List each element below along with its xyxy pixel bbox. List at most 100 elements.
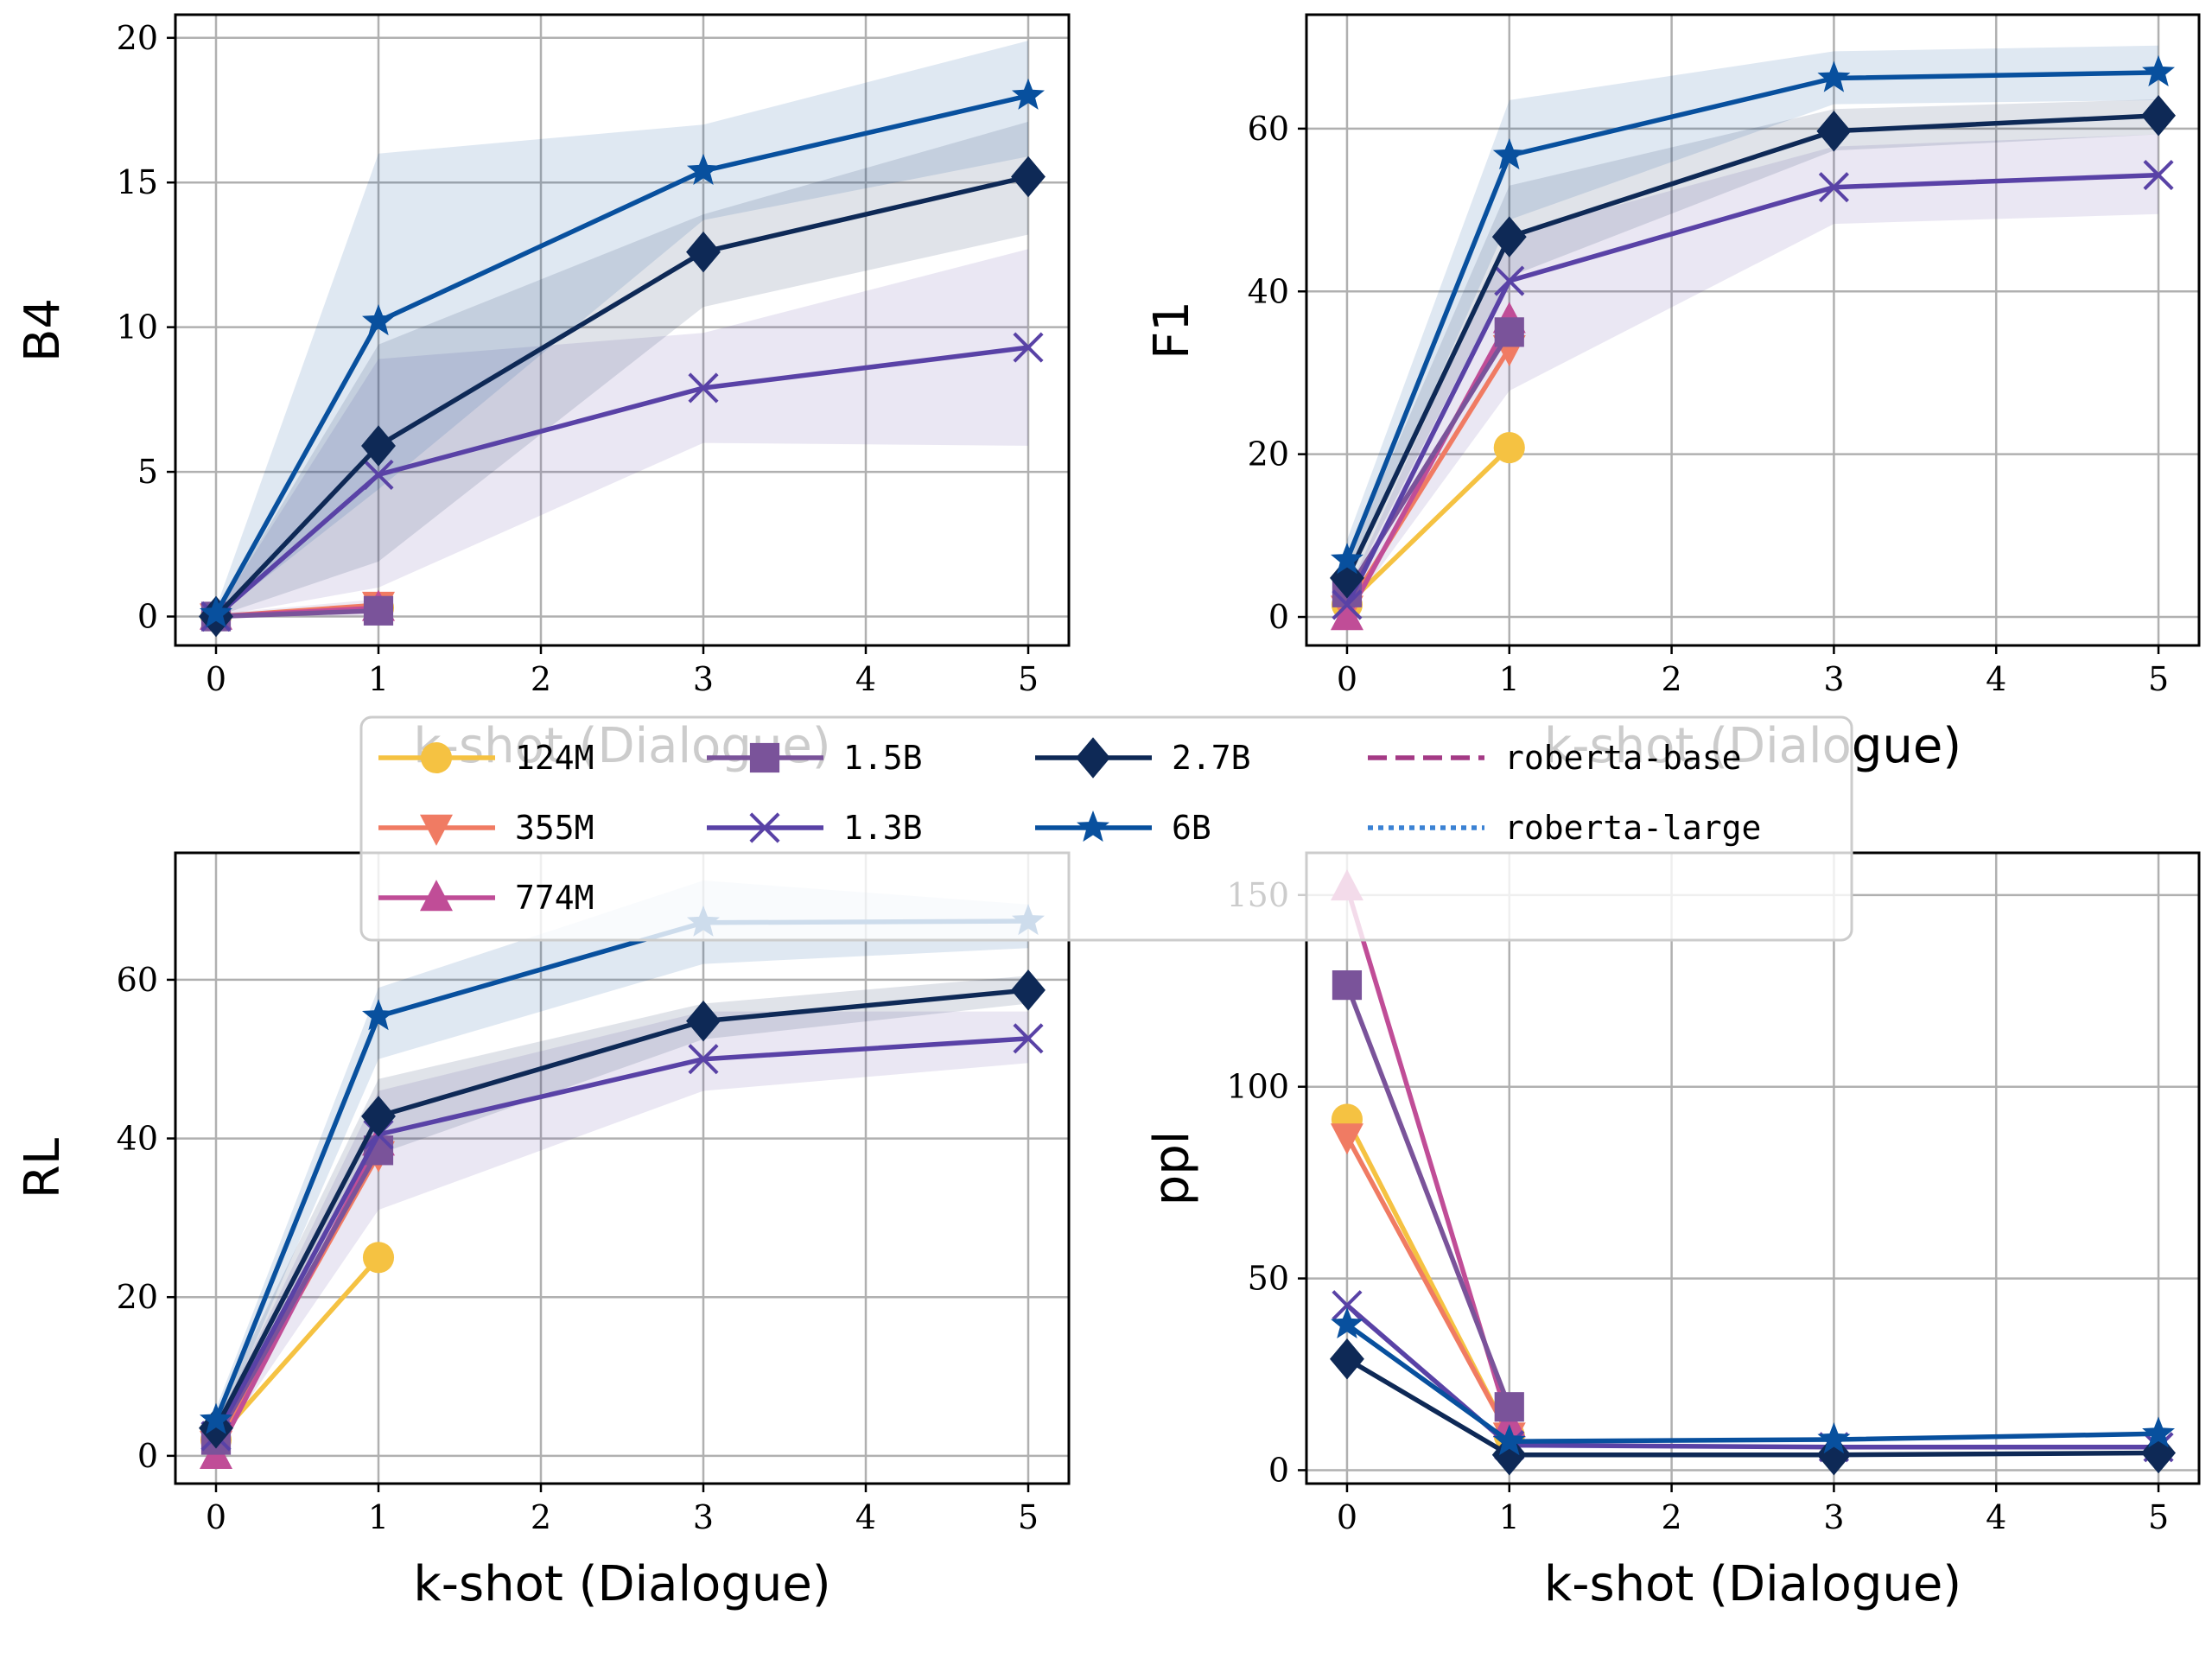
series-line — [213, 1148, 381, 1441]
legend-item-2.7B: 2.7B — [1035, 737, 1251, 779]
x-tick-label: 2 — [531, 1498, 551, 1536]
data-point — [1494, 265, 1525, 296]
band-6B — [1347, 45, 2158, 585]
data-point — [1494, 317, 1524, 347]
x-tick-label: 3 — [1823, 1498, 1844, 1536]
legend-marker — [1077, 810, 1109, 842]
data-point — [2143, 159, 2174, 191]
x-tick-label: 0 — [206, 1498, 226, 1536]
x-tick-label: 1 — [368, 660, 389, 698]
legend-item-roberta-base: roberta-base — [1368, 739, 1742, 777]
data-point — [1817, 60, 1851, 92]
data-point — [1492, 138, 1526, 170]
data-point — [1491, 216, 1527, 257]
data-point — [1491, 1433, 1527, 1476]
data-point — [1013, 1023, 1044, 1054]
series-2.7B — [199, 969, 1046, 1449]
panel-b4: 01234505101520k-shot (Dialogue)B4 — [15, 13, 1071, 774]
x-tick-label: 1 — [1499, 660, 1520, 698]
x-tick-label: 5 — [1018, 1498, 1039, 1536]
series-2.7B — [1330, 95, 2176, 599]
band-1.3B — [216, 1011, 1028, 1448]
x-tick-label: 0 — [1337, 660, 1357, 698]
series-line — [213, 1036, 1029, 1438]
data-point — [1816, 1433, 1852, 1476]
x-tick-label: 5 — [1018, 660, 1039, 698]
data-point — [1330, 599, 1363, 631]
y-tick-label: 100 — [1226, 1068, 1289, 1106]
data-point — [1331, 543, 1363, 575]
series-6B — [200, 78, 1045, 628]
data-point — [1492, 1424, 1526, 1456]
y-tick-label: 5 — [137, 453, 158, 491]
series-line — [1345, 1322, 2159, 1444]
x-tick-label: 0 — [1337, 1498, 1357, 1536]
x-tick-label: 4 — [1986, 1498, 2006, 1536]
legend-marker — [749, 742, 780, 773]
data-point — [361, 1096, 396, 1137]
data-point — [688, 1044, 719, 1075]
series-line — [1344, 172, 2159, 607]
series-2.7B — [1330, 1338, 2176, 1476]
data-point — [686, 1000, 721, 1042]
legend-label: 124M — [515, 739, 594, 777]
series-line — [214, 345, 1029, 619]
legend-item-6B: 6B — [1035, 809, 1211, 847]
data-point — [361, 425, 396, 467]
data-point — [363, 595, 394, 626]
y-tick-label: 40 — [1248, 272, 1289, 310]
data-point — [1817, 1422, 1851, 1454]
data-point — [200, 1402, 232, 1434]
x-tick-label: 1 — [1499, 1498, 1520, 1536]
data-point — [1816, 110, 1852, 152]
series-line — [1345, 446, 1511, 607]
x-tick-label: 1 — [368, 1498, 389, 1536]
data-point — [1493, 432, 1525, 464]
legend-item-roberta-large: roberta-large — [1368, 809, 1761, 847]
data-point — [687, 153, 720, 185]
data-point — [1012, 78, 1045, 110]
y-tick-label: 20 — [1248, 435, 1289, 474]
legend-marker — [749, 812, 780, 843]
x-tick-label: 2 — [531, 660, 551, 698]
data-point — [1331, 1306, 1363, 1338]
data-point — [362, 1242, 395, 1274]
legend-label: roberta-base — [1504, 739, 1742, 777]
legend-label: 355M — [515, 809, 594, 847]
y-tick-label: 20 — [117, 1278, 158, 1316]
legend-label: 2.7B — [1172, 739, 1251, 777]
data-point — [2142, 54, 2175, 86]
x-tick-label: 5 — [2148, 660, 2169, 698]
data-point — [362, 304, 395, 336]
x-tick-label: 0 — [206, 660, 226, 698]
data-point — [1330, 1338, 1364, 1380]
legend-item-355M: 355M — [378, 809, 594, 847]
data-point — [1332, 589, 1363, 620]
y-tick-label: 0 — [137, 598, 158, 636]
x-tick-label: 4 — [855, 1498, 876, 1536]
series-6B — [1331, 54, 2175, 575]
data-point — [2141, 1432, 2176, 1474]
legend-item-124M: 124M — [378, 739, 594, 777]
x-tick-label: 3 — [693, 660, 714, 698]
x-tick-label: 3 — [1823, 660, 1844, 698]
data-point — [688, 372, 719, 404]
axes-frame — [1305, 13, 2201, 647]
x-tick-label: 3 — [693, 1498, 714, 1536]
data-point — [200, 596, 232, 628]
legend-marker — [420, 741, 453, 774]
x-axis-label: k-shot (Dialogue) — [1544, 1556, 1961, 1612]
legend-marker — [420, 814, 453, 846]
y-tick-label: 10 — [117, 308, 158, 346]
series-774M — [1330, 869, 1526, 1438]
y-axis-label: ppl — [1144, 1131, 1200, 1206]
legend-item-1.5B: 1.5B — [707, 739, 923, 777]
data-point — [1818, 172, 1849, 203]
band-1.3B — [1347, 134, 2158, 613]
legend-label: 1.5B — [843, 739, 923, 777]
x-tick-label: 5 — [2148, 1498, 2169, 1536]
data-point — [1013, 332, 1044, 363]
series-line — [1344, 70, 2159, 562]
